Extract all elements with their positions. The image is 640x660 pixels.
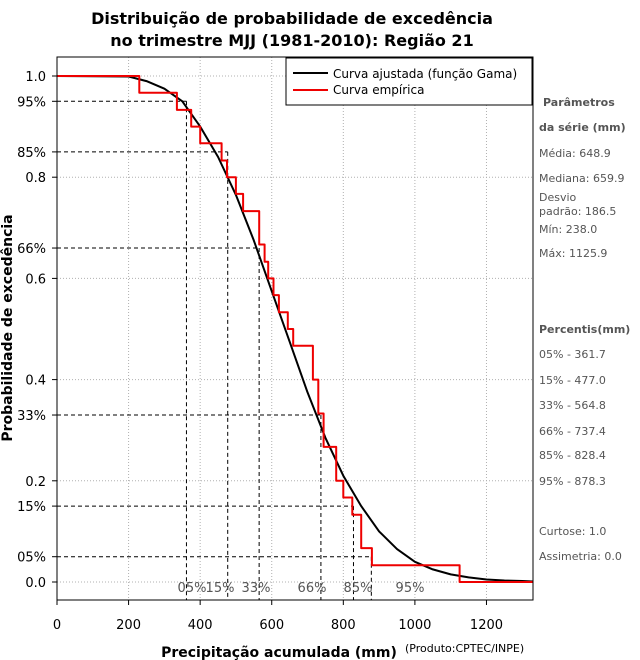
legend: Curva ajustada (função Gama) Curva empír… bbox=[285, 57, 533, 106]
ref-label-05: 05% bbox=[178, 581, 207, 596]
x-tick-label: 0 bbox=[53, 618, 61, 633]
grid bbox=[56, 57, 533, 600]
legend-label-empirical: Curva empírica bbox=[333, 83, 424, 97]
y-tick-label: 66% bbox=[17, 242, 46, 257]
stat-max: Máx: 1125.9 bbox=[539, 247, 607, 260]
reference-lines bbox=[57, 100, 372, 600]
legend-box bbox=[285, 57, 533, 106]
stat-mediana: Mediana: 659.9 bbox=[539, 172, 624, 185]
x-axis-ticks: 0 200 400 600 800 1000 1200 bbox=[53, 600, 503, 633]
y-tick-label: 85% bbox=[17, 146, 46, 161]
series-fitted-gamma-line bbox=[56, 75, 534, 583]
percentis-title: Percentis(mm) bbox=[539, 323, 630, 336]
y-axis-ticks: 1.0 95% 85% 0.8 66% 0.6 0.4 33% 0.2 15% 05% 0.0 bbox=[17, 70, 57, 591]
x-tick-label: 1200 bbox=[470, 618, 503, 633]
x-tick-label: 400 bbox=[188, 618, 213, 633]
x-tick-label: 800 bbox=[331, 618, 356, 633]
y-tick-label: 05% bbox=[17, 551, 46, 566]
y-tick-label: 0.6 bbox=[25, 272, 46, 287]
stat-desvio-1: Desvio bbox=[539, 191, 577, 204]
y-tick-label: 0.0 bbox=[25, 576, 46, 591]
percentil-33: 33% - 564.8 bbox=[539, 399, 606, 412]
percentil-85: 85% - 828.4 bbox=[539, 449, 606, 462]
percentil-15: 15% - 477.0 bbox=[539, 374, 606, 387]
y-tick-label: 95% bbox=[17, 95, 46, 110]
ref-label-95: 95% bbox=[396, 581, 425, 596]
reference-labels: 05% 15% 33% 66% 85% 95% bbox=[178, 581, 425, 596]
chart-title-line-1: Distribuição de probabilidade de excedên… bbox=[91, 9, 493, 28]
percentil-95: 95% - 878.3 bbox=[539, 475, 606, 488]
y-tick-label: 33% bbox=[17, 409, 46, 424]
ref-label-66: 66% bbox=[298, 581, 327, 596]
params-title-2: da série (mm) bbox=[539, 121, 626, 134]
x-tick-label: 600 bbox=[259, 618, 284, 633]
y-tick-label: 1.0 bbox=[25, 70, 46, 85]
stat-curtose: Curtose: 1.0 bbox=[539, 525, 606, 538]
percentil-66: 66% - 737.4 bbox=[539, 425, 606, 438]
credit-text: (Produto:CPTEC/INPE) bbox=[405, 642, 524, 655]
series bbox=[56, 75, 534, 583]
y-tick-label: 0.2 bbox=[25, 475, 46, 490]
params-title-1: Parâmetros bbox=[543, 96, 615, 109]
stat-min: Mín: 238.0 bbox=[539, 223, 597, 236]
x-axis-label: Precipitação acumulada (mm) bbox=[161, 645, 397, 660]
x-tick-label: 200 bbox=[116, 618, 141, 633]
y-tick-label: 0.4 bbox=[25, 374, 46, 389]
stat-media: Média: 648.9 bbox=[539, 147, 611, 160]
stats-panel: Parâmetros da série (mm) Média: 648.9 Me… bbox=[539, 96, 630, 563]
y-tick-label: 15% bbox=[17, 500, 46, 515]
percentil-05: 05% - 361.7 bbox=[539, 348, 606, 361]
ref-label-33: 33% bbox=[242, 581, 271, 596]
series-empirical-line bbox=[57, 75, 533, 583]
ref-label-85: 85% bbox=[344, 581, 373, 596]
y-axis-label: Probabilidade de excedência bbox=[0, 214, 16, 441]
ref-label-15: 15% bbox=[206, 581, 235, 596]
plot-frame bbox=[56, 56, 534, 601]
legend-label-fitted: Curva ajustada (função Gama) bbox=[333, 67, 517, 81]
stat-desvio-2: padrão: 186.5 bbox=[539, 205, 616, 218]
stat-assimetria: Assimetria: 0.0 bbox=[539, 550, 622, 563]
x-tick-label: 1000 bbox=[398, 618, 431, 633]
chart-title-line-2: no trimestre MJJ (1981-2010): Região 21 bbox=[110, 31, 473, 50]
y-tick-label: 0.8 bbox=[25, 171, 46, 186]
